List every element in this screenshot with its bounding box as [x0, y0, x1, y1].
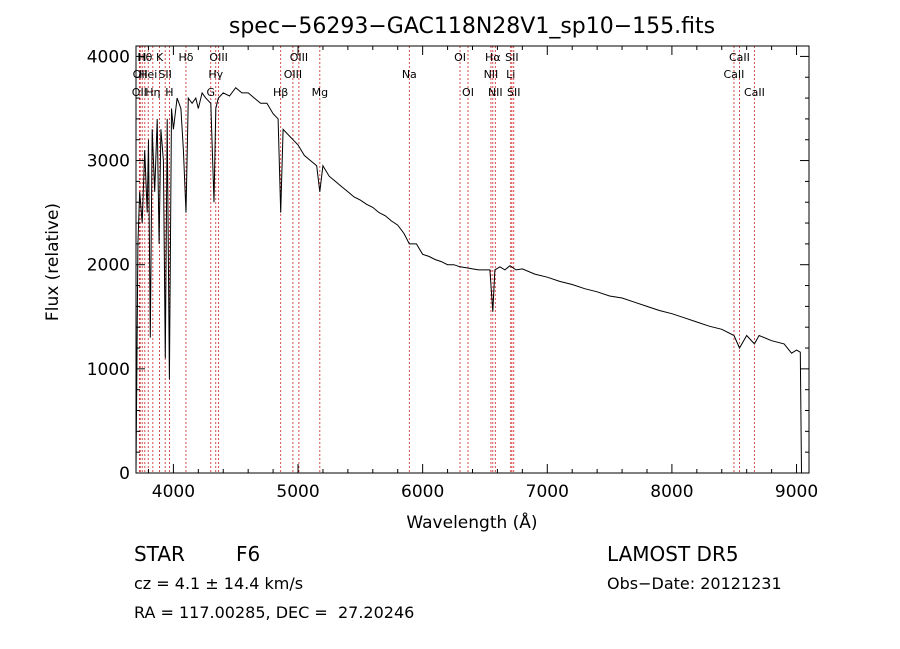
line-marker-label: SII: [158, 68, 171, 81]
chart-title: spec−56293−GAC118N28V1_sp10−155.fits: [229, 14, 715, 39]
line-marker-label: Hθ: [137, 51, 152, 64]
line-marker-label: Hα: [485, 51, 501, 64]
line-marker-label: Hei: [139, 68, 157, 81]
line-marker-label: SII: [507, 86, 520, 99]
line-marker-label: OIII: [290, 51, 308, 64]
line-marker-label: CaII: [744, 86, 765, 99]
line-marker-label: OI: [462, 86, 474, 99]
observation-date: Obs−Date: 20121231: [607, 574, 782, 593]
line-marker-label: Hδ: [178, 51, 193, 64]
line-marker-label: Mg: [312, 86, 328, 99]
sky-coordinates: RA = 117.00285, DEC = 27.20246: [134, 603, 415, 622]
spectrum-line: [135, 86, 802, 474]
x-tick-label: 4000: [152, 482, 195, 502]
object-subclass: F6: [236, 542, 261, 566]
line-marker-label: CaII: [724, 68, 745, 81]
line-marker-label: CaII: [729, 51, 750, 64]
y-axis-label: Flux (relative): [43, 203, 63, 321]
redshift-value: cz = 4.1 ± 14.4 km/s: [134, 574, 304, 593]
y-axis-ticks: 0 1000 2000 3000 4000: [87, 47, 809, 484]
line-marker-label: OI: [454, 51, 466, 64]
line-marker-label: Hη: [145, 86, 160, 99]
line-marker-label: OIII: [284, 68, 302, 81]
object-class: STAR: [134, 542, 185, 566]
line-marker-label: NII: [488, 86, 503, 99]
x-tick-label: 9000: [775, 482, 818, 502]
line-marker-label: Hβ: [273, 86, 288, 99]
line-marker-label: NII: [484, 68, 499, 81]
y-tick-label: 1000: [87, 360, 130, 380]
line-marker-label: Hγ: [208, 68, 223, 81]
y-tick-label: 3000: [87, 152, 130, 172]
y-tick-label: 2000: [87, 256, 130, 276]
y-tick-label: 0: [119, 464, 130, 484]
line-marker-label: Li: [506, 68, 515, 81]
x-axis-label: Wavelength (Å): [406, 511, 537, 533]
line-marker-label: H: [165, 86, 173, 99]
line-marker-labels: OIIOIIHHθHeiHηKSIIHHδGHγOIIIHβOIIIOIIIMg…: [132, 51, 765, 99]
line-marker-label: OIII: [209, 51, 227, 64]
x-tick-label: 6000: [401, 482, 444, 502]
plot-frame: [135, 45, 810, 474]
y-tick-label: 4000: [87, 47, 130, 67]
line-marker-label: H: [138, 51, 146, 64]
line-marker-label: K: [156, 51, 164, 64]
line-markers: [138, 46, 755, 473]
survey-name: LAMOST DR5: [607, 542, 739, 566]
x-axis-ticks: 4000 5000 6000 7000 8000 9000: [147, 46, 818, 502]
line-marker-label: G: [207, 86, 216, 99]
x-tick-label: 5000: [276, 482, 319, 502]
line-marker-label: Na: [402, 68, 417, 81]
x-tick-label: 7000: [526, 482, 569, 502]
x-tick-label: 8000: [650, 482, 693, 502]
line-marker-label: SII: [505, 51, 518, 64]
